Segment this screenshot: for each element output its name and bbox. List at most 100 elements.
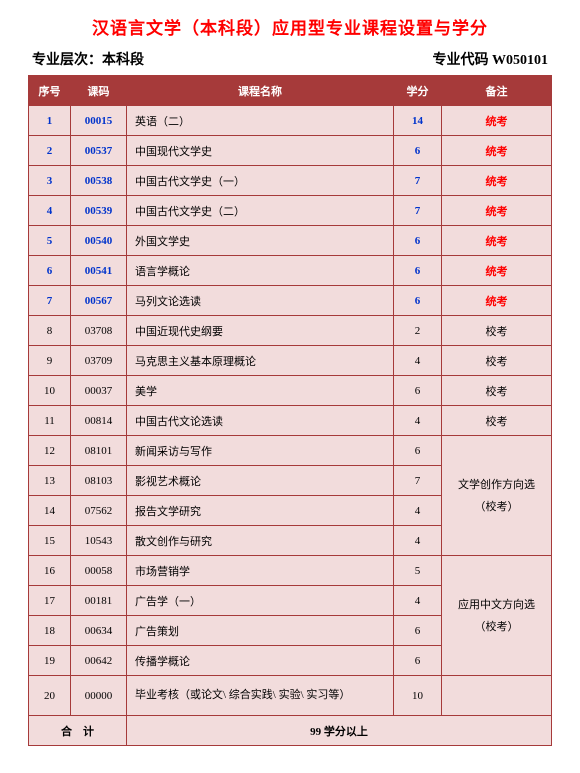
cell-idx-text: 7 xyxy=(47,295,53,307)
cell-idx: 4 xyxy=(29,196,71,226)
cell-code: 00642 xyxy=(71,646,127,676)
cell-name: 美学 xyxy=(127,376,394,406)
cell-credit: 4 xyxy=(394,526,442,556)
cell-idx: 19 xyxy=(29,646,71,676)
cell-credit: 6 xyxy=(394,226,442,256)
cell-credit-text: 6 xyxy=(415,295,421,307)
cell-credit: 6 xyxy=(394,256,442,286)
cell-code: 00634 xyxy=(71,616,127,646)
cell-idx: 9 xyxy=(29,346,71,376)
cell-idx: 13 xyxy=(29,466,71,496)
cell-name: 传播学概论 xyxy=(127,646,394,676)
group-note-line1: 文学创作方向选 xyxy=(443,474,550,496)
cell-code: 00538 xyxy=(71,166,127,196)
table-row: 200537中国现代文学史6统考 xyxy=(29,136,552,166)
group-note-line2: （校考） xyxy=(443,616,550,638)
cell-name: 散文创作与研究 xyxy=(127,526,394,556)
cell-credit: 4 xyxy=(394,586,442,616)
cell-credit: 5 xyxy=(394,556,442,586)
cell-credit: 6 xyxy=(394,436,442,466)
cell-note-text: 统考 xyxy=(486,176,508,188)
code-label: 专业代码 W050101 xyxy=(433,49,549,69)
cell-code: 00540 xyxy=(71,226,127,256)
cell-note: 统考 xyxy=(442,136,552,166)
cell-name: 中国古代文论选读 xyxy=(127,406,394,436)
cell-credit: 7 xyxy=(394,166,442,196)
cell-code: 00181 xyxy=(71,586,127,616)
th-idx: 序号 xyxy=(29,76,71,106)
cell-name: 中国古代文学史（一） xyxy=(127,166,394,196)
cell-name: 广告学（一） xyxy=(127,586,394,616)
cell-code: 08103 xyxy=(71,466,127,496)
cell-credit: 4 xyxy=(394,406,442,436)
cell-code: 08101 xyxy=(71,436,127,466)
cell-code-text: 00015 xyxy=(85,115,113,127)
cell-code-text: 00541 xyxy=(85,265,113,277)
cell-idx: 3 xyxy=(29,166,71,196)
cell-idx: 18 xyxy=(29,616,71,646)
cell-idx-text: 4 xyxy=(47,205,53,217)
cell-code: 00539 xyxy=(71,196,127,226)
table-body: 100015英语（二）14统考200537中国现代文学史6统考300538中国古… xyxy=(29,106,552,746)
cell-credit: 2 xyxy=(394,316,442,346)
cell-idx: 11 xyxy=(29,406,71,436)
cell-idx: 7 xyxy=(29,286,71,316)
cell-idx: 5 xyxy=(29,226,71,256)
table-row: 600541语言学概论6统考 xyxy=(29,256,552,286)
group-note-line2: （校考） xyxy=(443,496,550,518)
cell-credit: 14 xyxy=(394,106,442,136)
header-row: 序号 课码 课程名称 学分 备注 xyxy=(29,76,552,106)
cell-name: 外国文学史 xyxy=(127,226,394,256)
cell-idx-text: 3 xyxy=(47,175,53,187)
cell-note: 统考 xyxy=(442,286,552,316)
cell-name: 英语（二） xyxy=(127,106,394,136)
cell-idx: 10 xyxy=(29,376,71,406)
cell-credit-text: 6 xyxy=(415,145,421,157)
cell-credit: 6 xyxy=(394,616,442,646)
cell-note-text: 统考 xyxy=(486,296,508,308)
table-row: 3 00538 中国古代文学史（一）7 统考 xyxy=(29,166,552,196)
cell-credit: 6 xyxy=(394,376,442,406)
th-name: 课程名称 xyxy=(127,76,394,106)
table-row: 1208101新闻采访与写作6文学创作方向选（校考） xyxy=(29,436,552,466)
cell-credit-text: 6 xyxy=(415,235,421,247)
subhead-row: 专业层次：本科段 专业代码 W050101 xyxy=(28,49,552,75)
sum-value: 99 学分以上 xyxy=(127,716,552,746)
cell-note: 统考 xyxy=(442,106,552,136)
cell-name: 马列文论选读 xyxy=(127,286,394,316)
cell-note: 校考 xyxy=(442,406,552,436)
cell-credit: 6 xyxy=(394,286,442,316)
cell-idx-text: 6 xyxy=(47,265,53,277)
cell-note-text: 统考 xyxy=(486,146,508,158)
page: 汉语言文学（本科段）应用型专业课程设置与学分 专业层次：本科段 专业代码 W05… xyxy=(0,0,580,766)
cell-idx: 20 xyxy=(29,676,71,716)
group-note-line1: 应用中文方向选 xyxy=(443,594,550,616)
cell-credit: 4 xyxy=(394,346,442,376)
cell-code: 07562 xyxy=(71,496,127,526)
cell-idx: 8 xyxy=(29,316,71,346)
cell-note: 统考 xyxy=(442,226,552,256)
cell-note: 校考 xyxy=(442,376,552,406)
cell-code: 03709 xyxy=(71,346,127,376)
cell-name: 马克思主义基本原理概论 xyxy=(127,346,394,376)
cell-code: 00537 xyxy=(71,136,127,166)
cell-credit: 7 xyxy=(394,196,442,226)
page-title: 汉语言文学（本科段）应用型专业课程设置与学分 xyxy=(28,14,552,39)
cell-note-text: 统考 xyxy=(486,236,508,248)
cell-note: 校考 xyxy=(442,346,552,376)
cell-code-text: 00567 xyxy=(85,295,113,307)
cell-note-group: 应用中文方向选（校考） xyxy=(442,556,552,676)
cell-idx-text: 1 xyxy=(47,115,53,127)
cell-note-text: 统考 xyxy=(486,206,508,218)
cell-idx: 1 xyxy=(29,106,71,136)
cell-code-text: 00538 xyxy=(85,175,113,187)
table-row: 1 00015 英语（二） 14 统考 xyxy=(29,106,552,136)
cell-credit: 4 xyxy=(394,496,442,526)
sum-row: 合 计99 学分以上 xyxy=(29,716,552,746)
table-row: 1100814中国古代文论选读4校考 xyxy=(29,406,552,436)
cell-idx: 2 xyxy=(29,136,71,166)
cell-credit-text: 14 xyxy=(412,115,423,127)
cell-code: 10543 xyxy=(71,526,127,556)
cell-code: 00814 xyxy=(71,406,127,436)
cell-code-text: 00540 xyxy=(85,235,113,247)
